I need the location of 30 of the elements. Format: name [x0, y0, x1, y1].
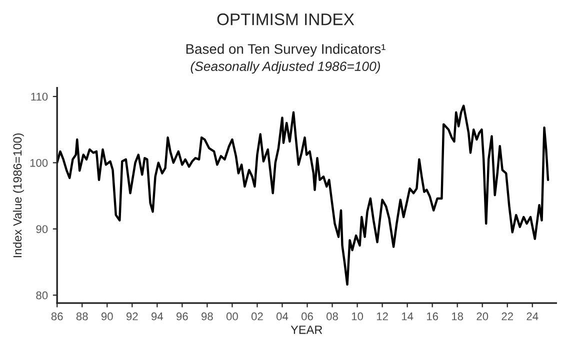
x-tick-label: 90: [101, 312, 113, 320]
x-tick-label: 86: [51, 312, 63, 320]
x-tick-label: 22: [502, 312, 513, 320]
x-tick-label: 04: [276, 312, 288, 320]
x-tick-label: 02: [251, 312, 263, 320]
y-tick-label: 100: [30, 158, 48, 167]
y-tick-label: 110: [31, 92, 48, 101]
x-tick-label: 98: [202, 312, 213, 320]
y-tick-label: 90: [36, 225, 48, 234]
y-tick-label: 80: [36, 291, 48, 300]
x-tick-label: 14: [402, 312, 414, 320]
x-tick-label: 16: [426, 312, 438, 320]
x-axis-title: YEAR: [290, 326, 322, 334]
x-tick-label: 00: [226, 312, 238, 320]
line-series: [57, 104, 550, 286]
x-tick-label: 24: [526, 312, 538, 320]
x-tick-label: 10: [352, 312, 364, 320]
x-tick-label: 96: [176, 312, 188, 320]
text: (Seasonally Adjusted 1986=100): [190, 61, 380, 74]
x-tick-label: 88: [76, 312, 88, 320]
chart-title: OPTIMISM INDEX: [217, 13, 354, 26]
x-tick-label: 94: [152, 312, 164, 320]
x-tick-label: 12: [376, 312, 388, 320]
chart-subtitle: Based on Ten Survey Indicators¹: [186, 44, 386, 57]
x-tick-label: 20: [476, 312, 488, 320]
x-tick-label: 18: [452, 312, 464, 320]
x-tick-label: 92: [126, 312, 138, 320]
x-tick-label: 08: [326, 312, 338, 320]
x-tick-label: 06: [302, 312, 313, 320]
y-axis-title: Index Value (1986=100): [12, 133, 24, 258]
